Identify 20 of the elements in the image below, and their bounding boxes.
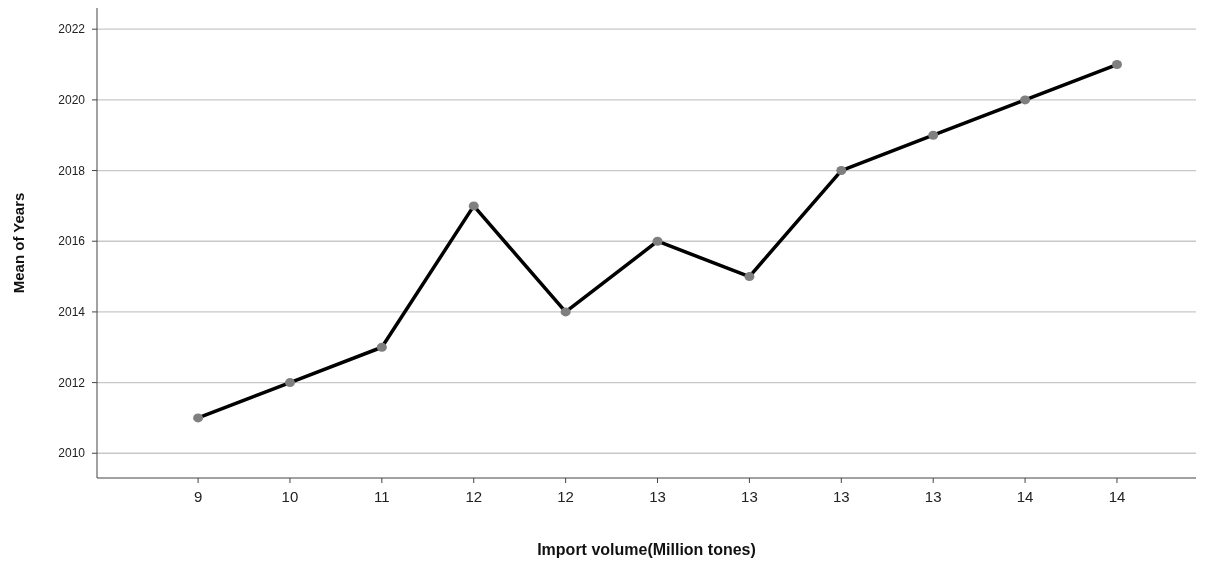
y-tick-label: 2020: [58, 93, 86, 108]
y-axis-title: Mean of Years: [10, 192, 27, 294]
x-tick-label: 14: [1108, 488, 1126, 505]
x-tick-label: 13: [741, 488, 758, 505]
y-tick-label: 2010: [58, 446, 86, 461]
y-tick-label: 2016: [58, 234, 86, 249]
x-tick-label: 14: [1016, 488, 1034, 505]
x-axis-title: Import volume(Million tones): [537, 541, 756, 558]
x-tick-label: 11: [374, 488, 390, 505]
y-tick-label: 2018: [58, 163, 86, 178]
x-tick-label: 10: [281, 488, 299, 505]
y-tick-label: 2022: [58, 22, 86, 37]
x-tick-label: 9: [193, 488, 203, 505]
x-tick-label: 13: [924, 488, 942, 505]
x-tick-label: 13: [649, 488, 666, 505]
x-tick-label: 12: [465, 488, 483, 505]
x-tick-label: 12: [557, 488, 574, 505]
y-tick-label: 2014: [58, 305, 86, 320]
y-tick-label: 2012: [58, 375, 86, 390]
x-tick-label: 13: [832, 488, 850, 505]
